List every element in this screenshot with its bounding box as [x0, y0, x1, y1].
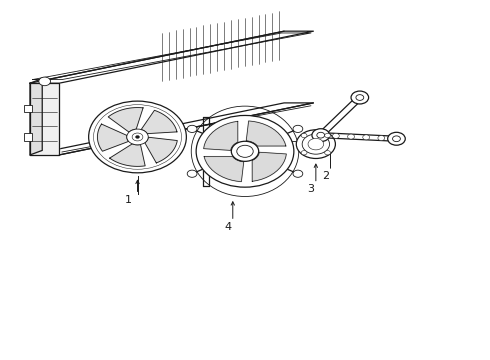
Text: 1: 1 [125, 195, 132, 205]
Polygon shape [30, 103, 314, 155]
Polygon shape [320, 133, 397, 141]
Circle shape [196, 116, 294, 187]
Circle shape [231, 141, 259, 161]
Polygon shape [30, 83, 59, 155]
Polygon shape [145, 137, 177, 163]
Circle shape [39, 77, 50, 86]
Circle shape [347, 134, 354, 139]
Polygon shape [30, 79, 42, 155]
Polygon shape [318, 96, 363, 137]
Circle shape [325, 150, 331, 155]
Polygon shape [30, 31, 314, 83]
Text: 4: 4 [224, 222, 231, 231]
Circle shape [296, 130, 335, 158]
Circle shape [332, 134, 339, 138]
Circle shape [301, 133, 307, 138]
Circle shape [392, 136, 400, 141]
Circle shape [351, 91, 368, 104]
Polygon shape [108, 108, 143, 132]
Polygon shape [141, 110, 177, 134]
Circle shape [312, 129, 330, 141]
Polygon shape [252, 152, 286, 181]
Circle shape [301, 150, 307, 155]
Circle shape [363, 135, 369, 140]
Circle shape [356, 95, 364, 100]
Polygon shape [204, 121, 238, 150]
Circle shape [127, 129, 148, 145]
Circle shape [136, 136, 140, 138]
Text: 2: 2 [322, 171, 329, 181]
Circle shape [132, 133, 143, 141]
Circle shape [187, 125, 197, 132]
Circle shape [89, 101, 186, 173]
Circle shape [293, 125, 303, 132]
Circle shape [302, 134, 330, 154]
Circle shape [378, 135, 385, 140]
Circle shape [325, 133, 331, 138]
Bar [24, 134, 32, 140]
Polygon shape [110, 144, 145, 166]
Circle shape [308, 138, 324, 150]
Polygon shape [98, 124, 128, 151]
Circle shape [388, 132, 405, 145]
Text: 3: 3 [307, 184, 315, 194]
Circle shape [293, 170, 303, 177]
Circle shape [317, 132, 325, 138]
Circle shape [237, 145, 253, 157]
Circle shape [187, 170, 197, 177]
Bar [24, 105, 32, 112]
Polygon shape [204, 157, 244, 182]
Polygon shape [246, 121, 286, 146]
